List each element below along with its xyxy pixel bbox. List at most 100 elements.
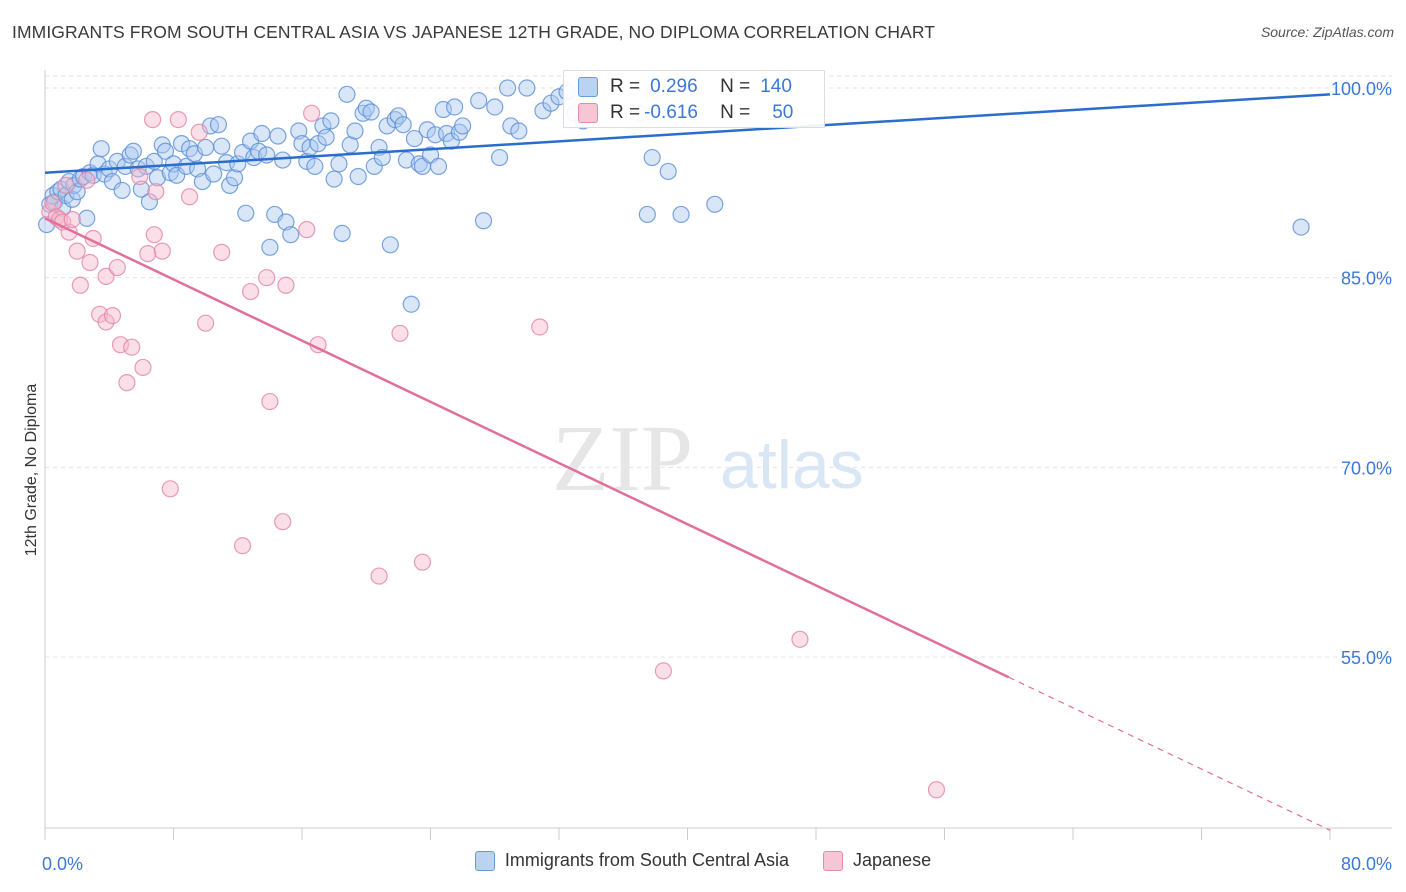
point-series1 (269, 127, 287, 145)
point-series2 (123, 338, 141, 356)
point-series1 (225, 169, 244, 187)
point-series2 (242, 282, 260, 301)
point-series1 (470, 92, 488, 110)
point-series2 (139, 245, 157, 263)
stats-box: R = 0.296 N = 140 R = -0.616 N = 50 (563, 70, 825, 128)
point-series1 (389, 107, 407, 125)
point-series1 (124, 142, 142, 160)
point-series1 (92, 140, 110, 158)
point-series1 (338, 85, 356, 103)
point-series1 (362, 103, 380, 121)
point-series2 (63, 210, 81, 229)
point-series2 (927, 781, 946, 799)
point-series1 (205, 165, 223, 183)
point-series1 (429, 157, 448, 175)
point-series2 (68, 242, 86, 260)
point-series1 (148, 169, 167, 187)
x-tick-label: 80.0% (1341, 854, 1392, 874)
legend-item-series1[interactable]: Immigrants from South Central Asia (474, 850, 790, 871)
y-tick-label: 55.0% (1341, 648, 1392, 668)
point-series1 (306, 157, 324, 175)
legend: Immigrants from South Central Asia Japan… (0, 850, 1406, 871)
legend-item-series2[interactable]: Japanese (823, 850, 931, 871)
point-series1 (518, 79, 536, 97)
point-series1 (1292, 218, 1310, 236)
point-series2 (274, 513, 292, 531)
point-series1 (274, 151, 292, 169)
point-series2 (190, 123, 208, 141)
point-series2 (111, 336, 130, 354)
point-series1 (282, 226, 300, 244)
point-series1 (397, 151, 416, 169)
y-tick-label: 70.0% (1341, 458, 1392, 478)
y-tick-label: 100.0% (1331, 79, 1392, 99)
point-series1 (499, 79, 517, 97)
point-series2 (103, 307, 122, 325)
stats-swatch-series1 (578, 77, 598, 97)
point-series1 (402, 295, 420, 313)
point-series1 (253, 124, 271, 143)
point-series1 (277, 213, 295, 231)
point-series2 (131, 167, 149, 186)
point-series2 (147, 183, 165, 201)
point-series1 (486, 98, 504, 116)
point-series1 (381, 236, 399, 254)
point-series2 (258, 269, 276, 287)
stats-r-label: R = (610, 102, 641, 123)
point-series1 (410, 155, 428, 173)
point-series1 (213, 137, 231, 155)
point-series2 (277, 276, 295, 294)
legend-swatch-series1 (474, 850, 495, 871)
point-series2 (108, 258, 126, 277)
trend-lines (44, 93, 1331, 831)
point-series2 (161, 480, 179, 498)
x-tick-label: 0.0% (42, 854, 83, 874)
point-series1 (454, 117, 472, 135)
point-series2 (298, 221, 316, 239)
stats-r-value-series2: -0.616 (644, 102, 698, 123)
point-series1 (394, 116, 412, 134)
point-series2 (391, 324, 409, 342)
point-series2 (531, 318, 549, 336)
point-series2 (97, 313, 115, 331)
point-series2 (44, 194, 62, 212)
point-series2 (78, 171, 96, 189)
y-tick-label: 85.0% (1341, 269, 1392, 289)
stats-swatch-series2 (578, 103, 598, 123)
point-series2 (370, 567, 388, 585)
axes (44, 70, 1392, 840)
point-series1 (140, 193, 159, 211)
point-series1 (209, 116, 228, 134)
point-series1 (474, 212, 493, 230)
point-series1 (290, 122, 308, 140)
point-series1 (638, 205, 656, 224)
point-series1 (317, 128, 335, 146)
legend-label-series1: Immigrants from South Central Asia (504, 850, 790, 870)
point-series2 (57, 176, 75, 194)
point-series2 (180, 188, 199, 206)
point-series1 (445, 98, 464, 116)
trend-line-series2-extension (1008, 676, 1331, 831)
stats-n-label: N = (720, 76, 751, 97)
scatter-points (38, 79, 1310, 799)
trend-line-series2 (44, 217, 1010, 679)
point-series1 (113, 181, 131, 200)
point-series1 (672, 205, 690, 224)
stats-row-series2: R = -0.616 N = 50 (578, 101, 793, 125)
stats-n-value-series2: 50 (772, 102, 794, 123)
point-series2 (71, 276, 89, 294)
point-series2 (197, 314, 215, 332)
point-series1 (349, 167, 367, 186)
point-series1 (156, 142, 175, 160)
point-series2 (118, 374, 136, 392)
stats-n-label: N = (720, 102, 751, 123)
point-series2 (97, 267, 115, 286)
point-series2 (233, 537, 252, 555)
legend-swatch-series2 (823, 850, 844, 871)
point-series1 (405, 129, 424, 148)
point-series1 (237, 204, 255, 222)
point-series1 (322, 112, 340, 130)
stats-n-value-series1: 140 (760, 76, 792, 97)
trend-line-series1 (44, 93, 1331, 174)
